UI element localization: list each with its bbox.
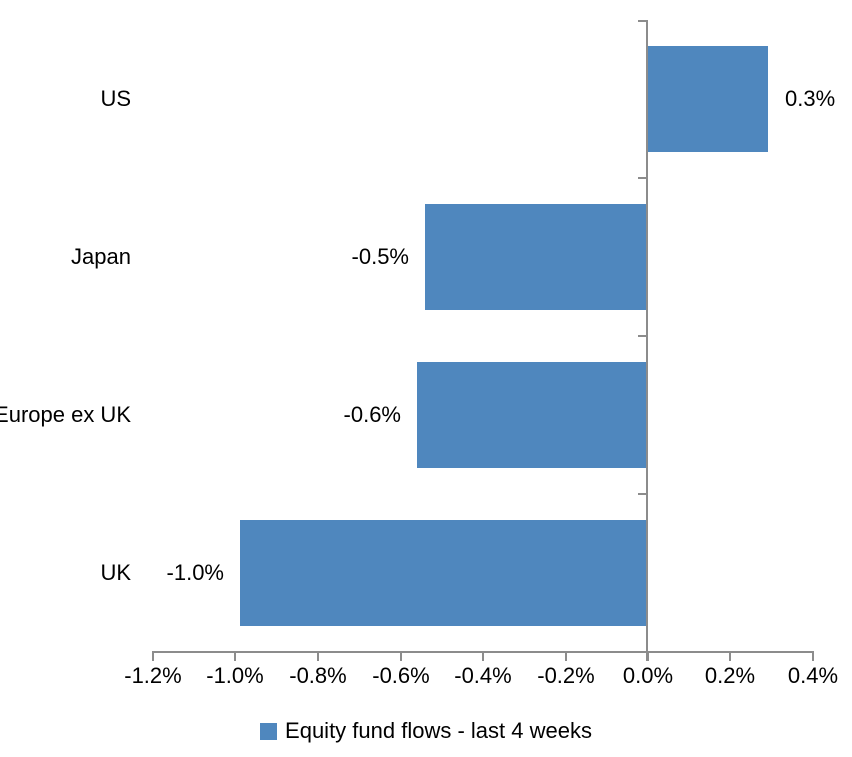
category-label-uk: UK [100,560,131,585]
x-tick-label: 0.4% [787,663,839,688]
y-axis-tick [638,20,646,22]
x-axis-tick [647,651,649,661]
x-axis-tick [565,651,567,661]
legend-swatch-icon [260,722,278,740]
bar-uk [240,520,648,626]
legend-label: Equity fund flows - last 4 weeks [285,718,592,743]
x-axis-tick [812,651,814,661]
x-axis-tick [152,651,154,661]
y-axis-line [646,20,648,661]
value-label-us: 0.3% [785,86,836,111]
x-tick-label: 0.2% [704,663,756,688]
x-tick-label: -0.2% [537,663,595,688]
x-tick-label: -1.2% [124,663,182,688]
value-label-uk: -1.0% [166,560,224,585]
x-axis-tick [729,651,731,661]
x-tick-label: -0.4% [454,663,512,688]
bar-japan [425,204,648,310]
x-tick-label: -0.8% [289,663,347,688]
category-label-japan: Japan [71,244,131,269]
category-label-europe-ex-uk: Europe ex UK [0,402,131,427]
x-tick-label: -1.0% [206,663,264,688]
x-tick-label: -0.6% [372,663,430,688]
bar-us [648,46,768,152]
y-axis-tick [638,335,646,337]
x-axis-tick [400,651,402,661]
value-label-japan: -0.5% [351,244,409,269]
value-label-europe-ex-uk: -0.6% [343,402,401,427]
x-tick-label: 0.0% [622,663,674,688]
x-axis-tick [482,651,484,661]
y-axis-tick [638,177,646,179]
legend: Equity fund flows - last 4 weeks [0,714,852,748]
y-axis-tick [638,493,646,495]
x-axis-tick [317,651,319,661]
x-axis-tick [234,651,236,661]
bar-europe-ex-uk [417,362,648,468]
category-label-us: US [100,86,131,111]
